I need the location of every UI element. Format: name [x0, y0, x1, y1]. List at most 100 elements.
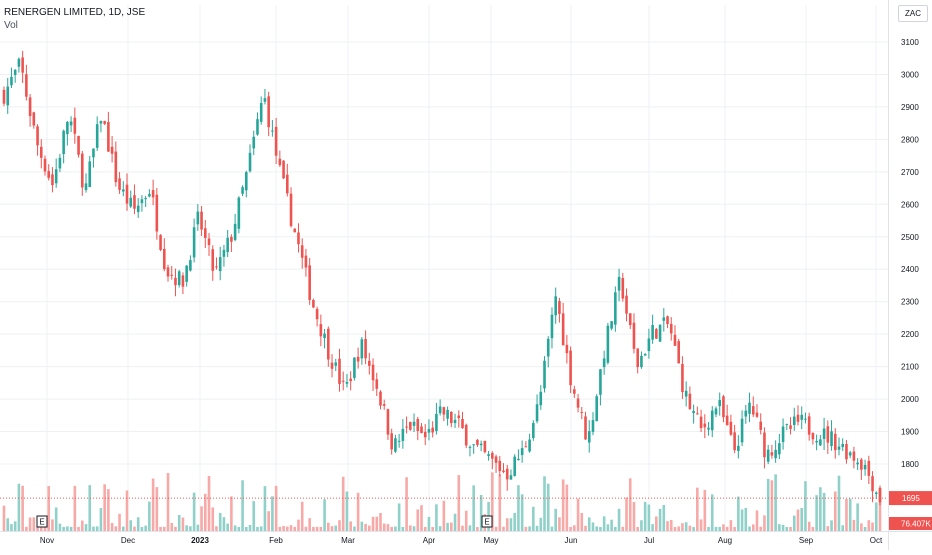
candle-body: [453, 419, 457, 424]
volume-bar: [241, 480, 244, 531]
candle-body: [643, 354, 647, 356]
candle-body: [144, 198, 147, 200]
candle-body: [524, 446, 528, 448]
volume-bar: [636, 527, 640, 531]
candle-body: [39, 146, 43, 158]
candle-body: [845, 444, 848, 460]
candle-body: [703, 423, 707, 428]
volume-bar: [505, 518, 509, 531]
volume-bar: [21, 485, 24, 531]
volume-indicator-label[interactable]: Vol: [4, 20, 18, 31]
volume-bar: [386, 524, 390, 531]
candle-body: [561, 313, 565, 346]
candle-body: [237, 197, 241, 229]
candle-body: [356, 356, 360, 362]
candle-body: [513, 456, 516, 476]
candle-body: [472, 444, 475, 446]
candle-body: [304, 255, 308, 268]
volume-bar: [848, 498, 852, 531]
volume-bar: [599, 526, 602, 531]
volume-bar: [99, 508, 103, 531]
candle-body: [636, 348, 640, 368]
candle-body: [412, 421, 416, 426]
price-tick-label: 1900: [901, 428, 919, 437]
candle-body: [159, 235, 162, 250]
currency-badge[interactable]: ZAC: [898, 5, 928, 22]
volume-bar: [427, 516, 431, 531]
candle-body: [580, 411, 584, 413]
candle-body: [502, 470, 505, 473]
candle-body: [833, 433, 837, 451]
volume-bar: [230, 496, 233, 531]
candle-body: [714, 408, 718, 415]
candle-body: [666, 316, 669, 325]
volume-bar: [673, 526, 677, 531]
candle-body: [95, 124, 99, 148]
volume-bar: [807, 521, 811, 531]
symbol-title[interactable]: RENERGEN LIMITED, 1D, JSE: [4, 7, 146, 18]
candle-body: [271, 130, 274, 132]
candle-body: [103, 121, 106, 124]
candle-body: [457, 415, 461, 419]
candle-body: [826, 426, 830, 443]
candle-body: [121, 189, 125, 192]
candle-body: [871, 476, 874, 492]
volume-bar: [554, 508, 557, 531]
volume-bar: [830, 520, 833, 531]
volume-bar: [833, 491, 837, 531]
volume-bar: [446, 522, 449, 531]
volume-bar: [625, 497, 628, 531]
candle-body: [360, 339, 364, 359]
volume-bar: [271, 496, 274, 531]
volume-bar: [815, 495, 818, 531]
last-price-box: [889, 491, 932, 506]
candle-body: [655, 329, 658, 339]
price-tick-label: 2800: [901, 135, 919, 144]
volume-bar: [148, 501, 151, 531]
volume-bar: [28, 517, 32, 531]
volume-bar: [632, 502, 636, 531]
candle-body: [129, 197, 133, 207]
candle-body: [878, 487, 882, 503]
time-tick-label: Dec: [121, 536, 135, 545]
volume-bar: [36, 526, 39, 531]
volume-bar: [47, 486, 51, 531]
candle-body: [375, 379, 379, 389]
volume-bar: [774, 474, 777, 531]
candle-body: [696, 413, 699, 415]
volume-bar: [151, 478, 155, 531]
volume-bar: [121, 526, 125, 531]
candle-body: [379, 391, 382, 406]
candle-body: [778, 443, 781, 455]
volume-bar: [58, 523, 62, 531]
candle-body: [867, 460, 871, 476]
candle-body: [517, 458, 520, 461]
candle-body: [274, 126, 278, 156]
volume-bar: [323, 499, 326, 531]
candle-body: [658, 324, 662, 342]
candle-body: [628, 313, 632, 326]
volume-bar: [233, 525, 237, 531]
volume-bar: [819, 487, 822, 531]
volume-bar: [379, 512, 382, 531]
volume-bar: [766, 478, 770, 531]
candle-body: [479, 443, 483, 446]
volume-bar: [841, 525, 845, 531]
candle-body: [207, 238, 211, 246]
volume-bar: [144, 525, 147, 531]
candle-body: [73, 117, 77, 134]
volume-bar: [513, 512, 516, 531]
volume-bar: [80, 520, 84, 531]
candle-body: [368, 360, 371, 366]
candle-body: [416, 419, 420, 431]
volume-bar: [770, 480, 774, 531]
volume-bar: [17, 483, 21, 531]
volume-bar: [177, 514, 181, 531]
candle-body: [390, 433, 393, 450]
candle-body: [819, 439, 822, 446]
volume-bar: [341, 476, 345, 531]
candle-body: [189, 260, 192, 271]
volume-bar: [468, 525, 472, 531]
candle-body: [248, 152, 252, 172]
